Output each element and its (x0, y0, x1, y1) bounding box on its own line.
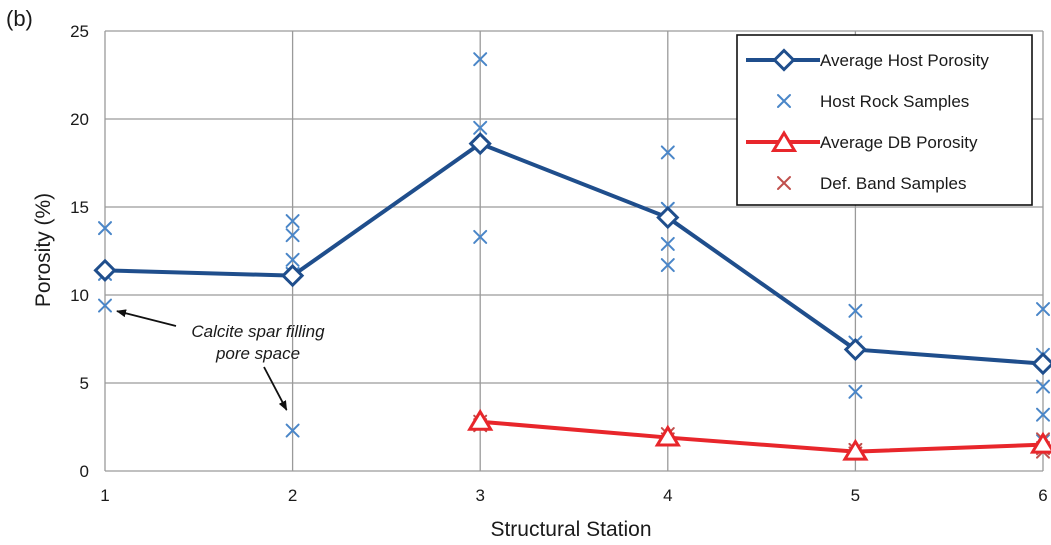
sample-point (473, 120, 488, 135)
x-tick-label: 2 (288, 486, 297, 505)
sample-point (473, 52, 488, 67)
y-axis-title: Porosity (%) (32, 193, 55, 307)
legend-marker (777, 176, 791, 190)
legend-marker (777, 94, 791, 108)
sample-point (848, 303, 863, 318)
annotation-line-1: Calcite spar filling (191, 322, 325, 341)
series-path (104, 141, 1044, 366)
sample-point (98, 298, 112, 313)
data-point (656, 205, 680, 230)
data-point (468, 132, 492, 156)
sample-point (285, 423, 300, 438)
sample-point (1036, 407, 1050, 422)
x-tick-labels: 1 2 3 4 5 6 (100, 486, 1047, 505)
data-point (1029, 431, 1051, 454)
series-markers-average-db-porosity (467, 408, 1051, 461)
legend: Average Host Porosity Host Rock Samples Av… (736, 34, 1033, 206)
sample-point (473, 229, 488, 244)
sample-point (1036, 379, 1050, 394)
data-point (93, 258, 117, 282)
legend-item: Average Host Porosity (746, 48, 989, 72)
data-point (842, 438, 869, 461)
legend-marker (772, 48, 796, 72)
series-path (480, 419, 1044, 454)
sample-point (660, 258, 675, 273)
legend-item: Host Rock Samples (777, 92, 969, 111)
legend-label: Average DB Porosity (820, 133, 978, 152)
annotation-arrow (116, 309, 177, 327)
legend-item: Def. Band Samples (777, 174, 966, 193)
legend-marker (770, 130, 798, 152)
series-line-average-db-porosity (480, 419, 1044, 454)
panel-label: (b) (6, 6, 33, 31)
data-point (280, 264, 305, 288)
sample-point (285, 252, 300, 267)
data-point (1031, 352, 1051, 376)
legend-label: Def. Band Samples (820, 174, 966, 193)
annotation-line-2: pore space (215, 344, 300, 363)
annotation: Calcite spar filling pore space (116, 309, 325, 411)
series-scatter-def-band-samples (473, 414, 1050, 461)
series-layer (93, 52, 1051, 461)
x-tick-label: 6 (1038, 486, 1047, 505)
data-point (843, 337, 868, 362)
data-point (654, 424, 681, 447)
x-tick-label: 3 (475, 486, 484, 505)
sample-point (285, 228, 300, 243)
sample-point (848, 384, 863, 399)
annotation-arrow (263, 366, 288, 411)
x-axis-title: Structural Station (490, 518, 651, 541)
y-tick-label: 5 (80, 374, 89, 393)
sample-point (98, 221, 112, 236)
y-tick-label: 0 (80, 462, 89, 481)
series-line-average-host-porosity (104, 141, 1044, 366)
sample-point (660, 145, 675, 160)
legend-item: Average DB Porosity (746, 130, 978, 152)
legend-label: Average Host Porosity (820, 51, 989, 70)
x-tick-label: 1 (100, 486, 109, 505)
sample-point (660, 236, 675, 251)
sample-point (285, 214, 300, 229)
x-tick-label: 4 (663, 486, 672, 505)
y-tick-label: 10 (70, 286, 89, 305)
y-tick-label: 20 (70, 110, 89, 129)
legend-label: Host Rock Samples (820, 92, 969, 111)
y-tick-labels: 0 5 10 15 20 25 (70, 22, 89, 481)
x-tick-label: 5 (851, 486, 860, 505)
y-tick-label: 25 (70, 22, 89, 41)
series-markers-average-host-porosity (93, 132, 1051, 376)
sample-point (1036, 302, 1050, 317)
y-tick-label: 15 (70, 198, 89, 217)
data-point (467, 408, 494, 431)
